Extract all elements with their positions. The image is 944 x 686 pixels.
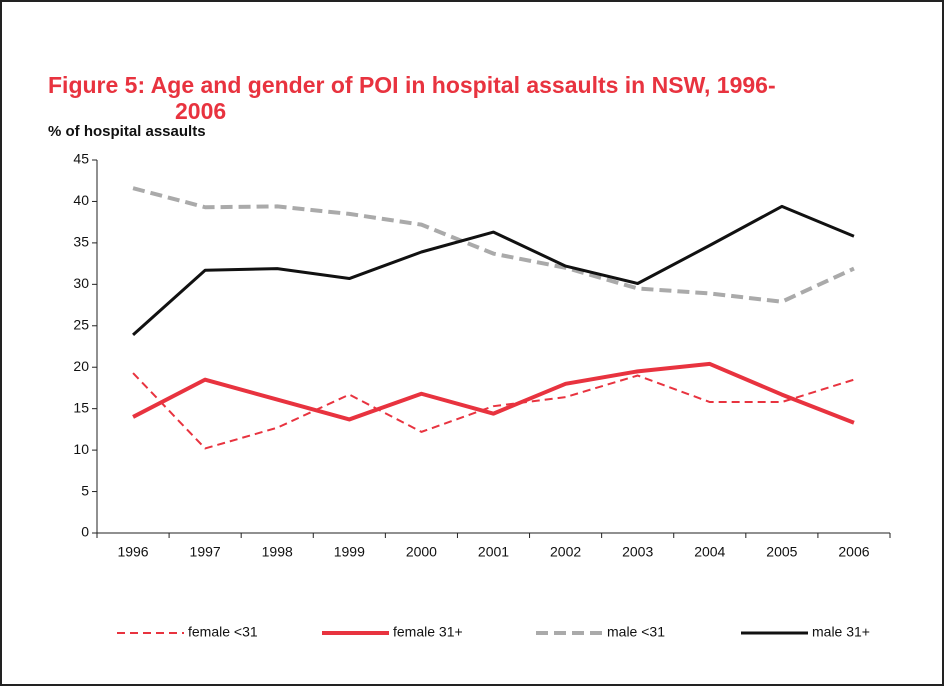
x-tick-label: 2005 bbox=[766, 544, 797, 560]
x-tick-label: 2002 bbox=[550, 544, 581, 560]
y-tick-label: 30 bbox=[73, 275, 89, 291]
y-axis-label: % of hospital assaults bbox=[48, 123, 206, 140]
x-tick-label: 2004 bbox=[694, 544, 725, 560]
series-line bbox=[132, 204, 855, 337]
legend-label: female <31 bbox=[188, 624, 258, 640]
x-tick-label: 2000 bbox=[406, 544, 437, 560]
y-tick-label: 10 bbox=[73, 441, 89, 457]
x-tick-label: 1998 bbox=[262, 544, 293, 560]
x-tick-label: 2001 bbox=[478, 544, 509, 560]
legend-label: male 31+ bbox=[812, 624, 870, 640]
series-line bbox=[132, 186, 855, 304]
y-tick-label: 45 bbox=[73, 151, 89, 167]
y-tick-label: 40 bbox=[73, 192, 89, 208]
y-tick-label: 5 bbox=[81, 482, 89, 498]
x-tick-label: 2003 bbox=[622, 544, 653, 560]
x-tick-label: 2006 bbox=[838, 544, 869, 560]
x-tick-label: 1997 bbox=[190, 544, 221, 560]
x-tick-label: 1996 bbox=[117, 544, 148, 560]
series-line bbox=[132, 372, 855, 450]
y-tick-label: 15 bbox=[73, 399, 89, 415]
y-tick-label: 20 bbox=[73, 358, 89, 374]
x-tick-label: 1999 bbox=[334, 544, 365, 560]
chart-title: Figure 5: Age and gender of POI in hospi… bbox=[48, 72, 776, 124]
y-tick-label: 0 bbox=[81, 524, 89, 540]
y-tick-label: 35 bbox=[73, 234, 89, 250]
y-tick-label: 25 bbox=[73, 316, 89, 332]
legend-label: female 31+ bbox=[393, 624, 463, 640]
legend-label: male <31 bbox=[607, 624, 665, 640]
series-line bbox=[132, 361, 855, 425]
